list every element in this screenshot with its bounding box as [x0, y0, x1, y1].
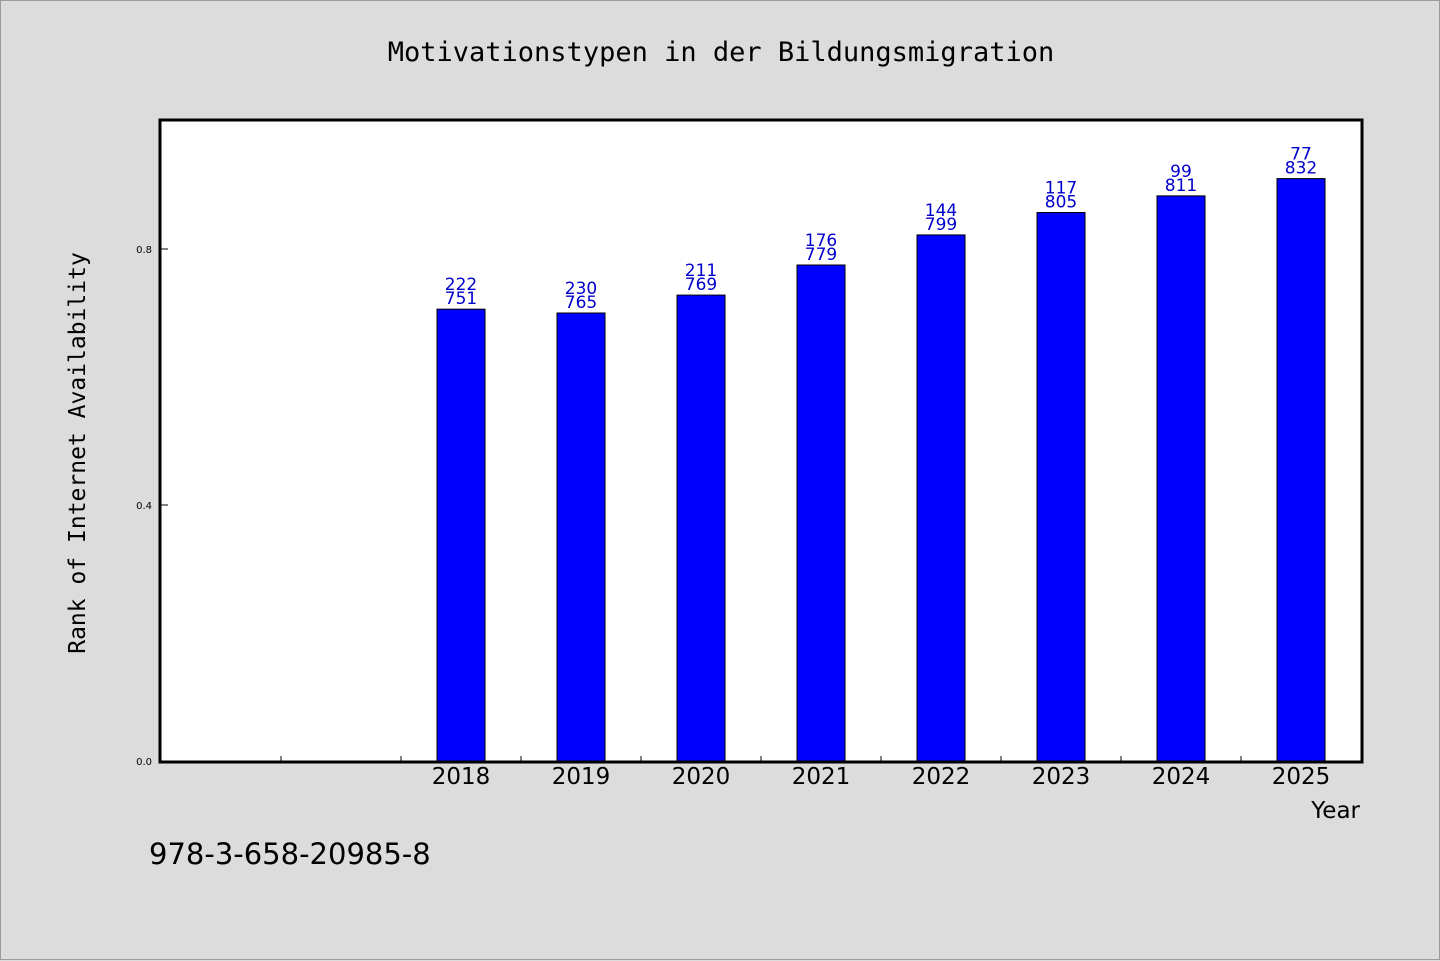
y-tick-label: 0.0	[136, 757, 152, 768]
y-axis-label: Rank of Internet Availability	[65, 252, 91, 654]
x-tick-label: 2021	[792, 764, 851, 790]
bar-label-top: 211	[685, 261, 717, 281]
bar-label-bottom: 769	[685, 275, 717, 295]
bar-label-top: 144	[925, 201, 957, 221]
y-tick-label: 0.4	[136, 501, 152, 512]
bar-2019	[556, 312, 606, 762]
bar-label-bottom: 779	[805, 245, 837, 265]
bar-label-bottom: 805	[1045, 193, 1077, 213]
bar-label-top: 99	[1170, 162, 1192, 182]
bar-label-bottom: 765	[565, 293, 597, 313]
bar-label-bottom: 832	[1285, 159, 1317, 179]
bar-label-top: 230	[565, 279, 597, 299]
x-tick-label: 2020	[672, 764, 731, 790]
bar-2018	[436, 308, 486, 762]
x-tick-label: 2019	[552, 764, 611, 790]
bar-label-bottom: 751	[445, 289, 477, 309]
bar-label-top: 222	[445, 275, 477, 295]
x-tick-label: 2023	[1032, 764, 1091, 790]
x-tick-label: 2025	[1272, 764, 1331, 790]
x-axis: 2018 2019 2020 2021 2022 2023 2024 2025	[280, 756, 1331, 790]
bar-2020	[676, 294, 726, 762]
y-axis: 0.0 0.4 0.8	[136, 245, 168, 768]
bar-2025	[1276, 178, 1326, 762]
y-tick-label: 0.8	[136, 245, 152, 256]
bar-2024	[1156, 195, 1206, 762]
bar-2021	[796, 264, 846, 762]
bar-label-bottom: 811	[1165, 176, 1197, 196]
bar-label-top: 77	[1290, 145, 1312, 165]
bar-label-bottom: 799	[925, 215, 957, 235]
bar-label-top: 117	[1045, 179, 1077, 199]
chart-title: Motivationstypen in der Bildungsmigratio…	[388, 37, 1054, 68]
x-tick-label: 2024	[1152, 764, 1211, 790]
x-tick-label: 2022	[912, 764, 971, 790]
x-axis-label: Year	[1310, 798, 1360, 824]
bar-2023	[1036, 212, 1086, 762]
bar-2022	[916, 234, 966, 762]
isbn-footnote: 978-3-658-20985-8	[149, 837, 431, 871]
x-tick-label: 2018	[432, 764, 491, 790]
bar-label-top: 176	[805, 231, 837, 251]
